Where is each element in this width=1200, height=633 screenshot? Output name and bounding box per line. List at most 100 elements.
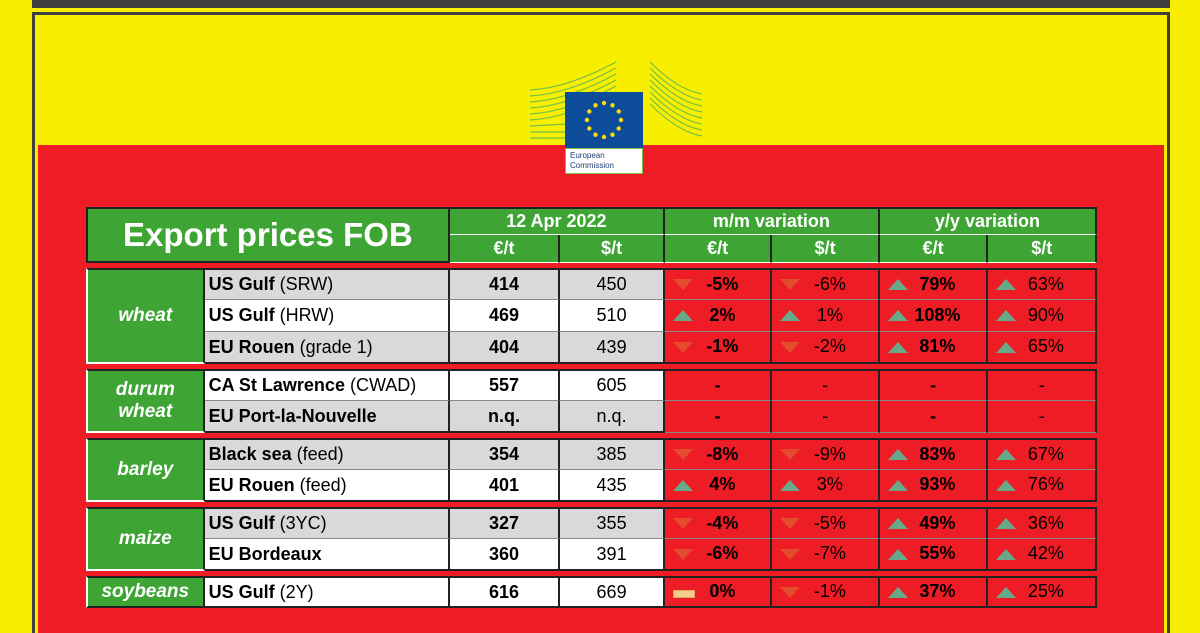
location-name: EU Bordeaux <box>208 543 322 564</box>
arrow-up-icon <box>996 544 1018 565</box>
yy-eur-cell: 79% <box>879 268 989 300</box>
yy-usd-cell: - <box>988 401 1097 433</box>
yy-eur-cell: 55% <box>879 539 989 571</box>
arrow-up-icon <box>996 513 1018 534</box>
yy-usd-cell: 25% <box>988 576 1097 608</box>
eur-price-cell: 401 <box>449 470 561 502</box>
mm-eur-cell: -5% <box>664 268 773 300</box>
category-label: barley <box>86 438 205 502</box>
arrow-up-icon <box>887 475 910 496</box>
location-cell: EU Port-la-Nouvelle <box>204 401 450 433</box>
arrow-up-icon <box>887 513 910 534</box>
usd-price-cell: 510 <box>560 300 665 332</box>
mm-eur-cell: - <box>664 401 773 433</box>
yy-usd-cell: 90% <box>988 300 1097 332</box>
arrow-down-icon <box>672 444 695 465</box>
location-name: US Gulf <box>208 305 275 325</box>
location-cell: Black sea (feed) <box>204 438 450 470</box>
location-cell: EU Rouen (feed) <box>204 470 450 502</box>
arrow-up-icon <box>780 475 802 496</box>
category-label: soybeans <box>86 576 205 608</box>
variation-value: 49% <box>919 512 956 533</box>
arrow-up-icon <box>887 274 910 295</box>
usd-price-cell: 391 <box>560 539 665 571</box>
variation-value: 55% <box>919 543 956 564</box>
mm-eur-cell: 4% <box>664 470 773 502</box>
yy-variation-header: y/y variation <box>879 207 1097 235</box>
arrow-down-icon <box>672 274 695 295</box>
variation-value: -1% <box>706 336 739 357</box>
mm-usd-cell: 3% <box>772 470 880 502</box>
location-cell: EU Bordeaux <box>204 539 450 571</box>
yy-usd-cell: 36% <box>988 507 1097 539</box>
arrow-up-icon <box>996 582 1018 603</box>
location-name: US Gulf <box>208 274 275 294</box>
yy-usd-cell: 67% <box>988 438 1097 470</box>
arrow-down-icon <box>780 444 802 465</box>
location-name: Black sea <box>208 444 292 464</box>
yy-usd-cell: - <box>988 369 1097 401</box>
mm-usd-cell: -5% <box>772 507 880 539</box>
arrow-up-icon <box>996 305 1018 326</box>
arrow-up-icon <box>996 475 1018 496</box>
european-commission-logo: European Commission <box>528 60 704 175</box>
export-prices-table-wrapper: Export prices FOB 12 Apr 2022 m/m variat… <box>86 207 1097 608</box>
arrow-down-icon <box>672 544 695 565</box>
variation-value: 81% <box>919 336 956 357</box>
mm-usd-cell: -2% <box>772 332 880 364</box>
usd-price-cell: 450 <box>560 268 665 300</box>
variation-value: -6% <box>706 543 739 564</box>
mm-variation-header: m/m variation <box>664 207 880 235</box>
variation-value: 2% <box>709 304 736 325</box>
no-change-icon <box>672 582 695 603</box>
mm-usd-cell: - <box>772 401 880 433</box>
arrow-up-icon <box>996 444 1018 465</box>
location-cell: US Gulf (HRW) <box>204 300 450 332</box>
location-cell: US Gulf (SRW) <box>204 268 450 300</box>
mm-usd-cell: -7% <box>772 539 880 571</box>
usd-price-cell: 435 <box>560 470 665 502</box>
arrow-up-icon <box>887 582 910 603</box>
arrow-down-icon <box>780 544 802 565</box>
location-note: (feed) <box>291 444 344 464</box>
logo-caption: European Commission <box>565 148 643 174</box>
variation-value: 37% <box>919 581 956 602</box>
eur-price-cell: 327 <box>449 507 561 539</box>
category-label: durum wheat <box>86 369 205 433</box>
arrow-up-icon <box>996 337 1018 358</box>
table-row: barley Black sea (feed) 354 385 -8% -9% 83% 67% <box>86 438 1097 502</box>
yy-usd-unit-header: $/t <box>988 235 1097 263</box>
table-row: EU Rouen (feed) 401 435 4% 3% 93% 76% <box>86 470 1097 502</box>
eur-price-cell: 616 <box>449 576 561 608</box>
date-header: 12 Apr 2022 <box>449 207 665 235</box>
variation-value: 67% <box>1027 443 1064 464</box>
arrow-down-icon <box>780 582 802 603</box>
location-name: US Gulf <box>208 513 275 533</box>
mm-usd-unit-header: $/t <box>772 235 880 263</box>
arrow-up-icon <box>672 305 695 326</box>
location-cell: US Gulf (2Y) <box>204 576 450 608</box>
yy-eur-cell: 81% <box>879 332 989 364</box>
arrow-down-icon <box>780 337 802 358</box>
mm-eur-cell: 0% <box>664 576 773 608</box>
location-note: (grade 1) <box>294 336 373 357</box>
usd-unit-header: $/t <box>560 235 665 263</box>
mm-eur-cell: - <box>664 369 773 401</box>
variation-value: 65% <box>1027 336 1064 357</box>
location-cell: CA St Lawrence (CWAD) <box>204 369 450 401</box>
yy-eur-cell: 49% <box>879 507 989 539</box>
variation-value: -4% <box>706 512 739 533</box>
table-title: Export prices FOB <box>86 207 450 263</box>
export-prices-table: Export prices FOB 12 Apr 2022 m/m variat… <box>86 207 1097 608</box>
variation-value: 63% <box>1027 273 1064 294</box>
arrow-down-icon <box>780 513 802 534</box>
location-name: EU Rouen <box>208 474 295 495</box>
location-name: EU Port-la-Nouvelle <box>208 405 377 426</box>
eur-price-cell: 469 <box>449 300 561 332</box>
usd-price-cell: 605 <box>560 369 665 401</box>
yy-eur-cell: - <box>879 369 989 401</box>
variation-value: 79% <box>919 273 956 294</box>
category-label: wheat <box>86 268 205 364</box>
mm-usd-cell: -9% <box>772 438 880 470</box>
variation-value: -6% <box>813 273 846 294</box>
